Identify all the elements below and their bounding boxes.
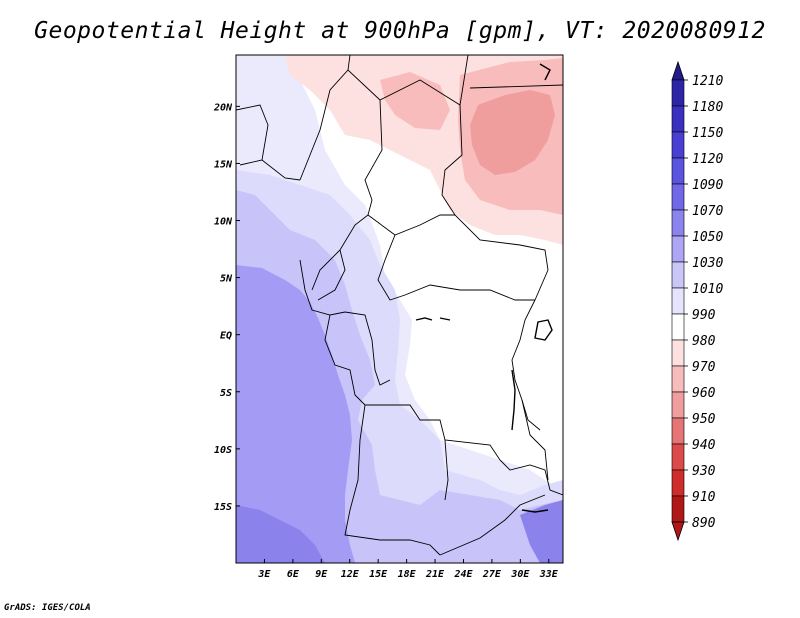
legend-label: 1090 xyxy=(692,178,723,193)
x-tick-label: 3E xyxy=(257,569,271,580)
legend-label: 1120 xyxy=(692,152,723,167)
legend-label: 930 xyxy=(692,464,716,479)
y-tick-label: 15N xyxy=(214,159,233,170)
axis-ticks xyxy=(236,105,550,563)
legend-swatch xyxy=(671,79,685,107)
x-tick-label: 9E xyxy=(315,569,328,580)
field-960 xyxy=(470,90,555,175)
y-tick-label: 10S xyxy=(214,445,232,456)
legend-label: 970 xyxy=(692,360,716,375)
grads-credit: GrADS: IGES/COLA xyxy=(4,603,91,613)
legend-swatch xyxy=(671,495,685,523)
country-borders xyxy=(236,55,563,556)
legend-swatch xyxy=(671,131,685,159)
y-tick-label: EQ xyxy=(220,331,232,342)
legend-swatch xyxy=(671,391,685,419)
legend-label: 950 xyxy=(692,412,716,427)
x-tick-label: 12E xyxy=(341,569,360,580)
legend-label: 1070 xyxy=(692,204,723,219)
legend-swatch xyxy=(671,469,685,497)
legend-swatch xyxy=(671,235,685,263)
x-tick-label: 6E xyxy=(287,569,300,580)
y-tick-label: 15S xyxy=(214,502,232,513)
field-southeast-dark xyxy=(520,500,563,563)
y-tick-label: 20N xyxy=(213,102,233,113)
y-tick-label: 5N xyxy=(220,274,233,285)
legend-swatch xyxy=(671,313,685,341)
legend-label: 1180 xyxy=(692,100,723,115)
y-tick-label: 10N xyxy=(214,217,233,228)
map-fields xyxy=(236,55,563,563)
x-tick-label: 15E xyxy=(369,569,388,580)
legend-label: 1010 xyxy=(692,282,723,297)
legend-label: 960 xyxy=(692,386,716,401)
legend-arrow-top xyxy=(671,60,685,81)
x-tick-label: 30E xyxy=(510,569,530,580)
legend-label: 1050 xyxy=(692,230,723,245)
field-ocean-dark xyxy=(236,505,325,563)
chart-title: Geopotential Height at 900hPa [gpm], VT:… xyxy=(34,18,766,44)
x-tick-label: 27E xyxy=(482,569,502,580)
map-frame xyxy=(235,54,564,564)
legend-swatch xyxy=(671,183,685,211)
legend-label: 990 xyxy=(692,308,716,323)
legend-swatch xyxy=(671,105,685,133)
legend-swatch xyxy=(671,417,685,445)
x-tick-label: 18E xyxy=(398,569,417,580)
axis-tick-labels: 3E 6E 9E 12E 15E 18E 21E 24E 27E 30E 33E 20N 15N 10N 5… xyxy=(213,102,559,580)
legend-label: 1210 xyxy=(692,74,723,89)
legend-label: 1150 xyxy=(692,126,723,141)
legend-swatch xyxy=(671,287,685,315)
y-tick-label: 5S xyxy=(220,388,232,399)
x-tick-label: 21E xyxy=(425,569,445,580)
legend-swatch xyxy=(671,443,685,471)
legend-swatch xyxy=(671,209,685,237)
lakes xyxy=(415,63,553,513)
legend-swatch xyxy=(671,365,685,393)
legend-swatch xyxy=(671,261,685,289)
legend-swatch xyxy=(671,157,685,185)
legend-arrow-bottom xyxy=(671,521,685,542)
legend-label: 980 xyxy=(692,334,716,349)
color-legend: 1210 1180 1150 1120 1090 1070 1050 1030 1010 990 9… xyxy=(671,60,723,542)
legend-label: 1030 xyxy=(692,256,723,271)
legend-label: 890 xyxy=(692,516,716,531)
legend-label: 910 xyxy=(692,490,716,505)
legend-swatch xyxy=(671,339,685,367)
x-tick-label: 24E xyxy=(453,569,473,580)
legend-label: 940 xyxy=(692,438,716,453)
x-tick-label: 33E xyxy=(539,569,559,580)
